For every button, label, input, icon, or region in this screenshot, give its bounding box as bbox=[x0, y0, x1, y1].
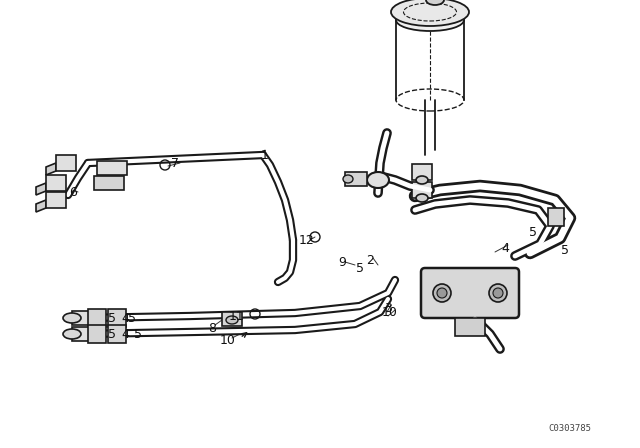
Text: 8: 8 bbox=[208, 322, 216, 335]
Ellipse shape bbox=[416, 194, 428, 202]
Text: 2: 2 bbox=[366, 254, 374, 267]
Ellipse shape bbox=[226, 316, 238, 324]
Bar bbox=[412, 164, 432, 180]
Bar bbox=[94, 176, 124, 190]
Ellipse shape bbox=[416, 176, 428, 184]
Ellipse shape bbox=[367, 172, 389, 188]
Text: 5: 5 bbox=[108, 311, 116, 324]
Ellipse shape bbox=[391, 0, 469, 26]
Text: 3: 3 bbox=[384, 302, 392, 314]
Polygon shape bbox=[46, 163, 56, 175]
Circle shape bbox=[437, 288, 447, 298]
Ellipse shape bbox=[343, 175, 353, 183]
Bar bbox=[88, 325, 106, 343]
FancyArrowPatch shape bbox=[242, 333, 246, 337]
Text: 5: 5 bbox=[108, 327, 116, 340]
Text: C0303785: C0303785 bbox=[548, 423, 591, 432]
Bar bbox=[222, 312, 242, 326]
Bar bbox=[345, 172, 367, 186]
Bar bbox=[88, 309, 106, 327]
Text: 4: 4 bbox=[501, 241, 509, 254]
Polygon shape bbox=[36, 183, 46, 195]
Text: 6: 6 bbox=[69, 185, 77, 198]
Ellipse shape bbox=[63, 329, 81, 339]
Bar bbox=[412, 182, 432, 198]
Text: 9: 9 bbox=[338, 255, 346, 268]
Text: 5: 5 bbox=[529, 225, 537, 238]
Circle shape bbox=[489, 284, 507, 302]
Text: 5: 5 bbox=[561, 244, 569, 257]
Ellipse shape bbox=[426, 0, 444, 5]
Polygon shape bbox=[36, 200, 46, 212]
Bar bbox=[46, 175, 66, 191]
Bar bbox=[97, 161, 127, 175]
Text: 7: 7 bbox=[171, 156, 179, 169]
Bar bbox=[455, 318, 485, 336]
Text: 10: 10 bbox=[220, 333, 236, 346]
Text: 12: 12 bbox=[299, 233, 315, 246]
Bar bbox=[72, 327, 97, 341]
Text: 5: 5 bbox=[134, 327, 142, 340]
Bar bbox=[72, 311, 97, 325]
Bar bbox=[108, 309, 126, 327]
Ellipse shape bbox=[396, 9, 464, 31]
Text: 11: 11 bbox=[229, 310, 245, 323]
Ellipse shape bbox=[63, 313, 81, 323]
Bar bbox=[46, 192, 66, 208]
Circle shape bbox=[493, 288, 503, 298]
Text: 10: 10 bbox=[382, 306, 398, 319]
Text: 5: 5 bbox=[356, 262, 364, 275]
Text: 4: 4 bbox=[121, 311, 129, 324]
FancyBboxPatch shape bbox=[421, 268, 519, 318]
Text: 4: 4 bbox=[121, 327, 129, 340]
Circle shape bbox=[433, 284, 451, 302]
Text: 5: 5 bbox=[128, 311, 136, 324]
Bar bbox=[548, 208, 564, 226]
Bar bbox=[108, 325, 126, 343]
Text: 1: 1 bbox=[261, 148, 269, 161]
Bar bbox=[56, 155, 76, 171]
